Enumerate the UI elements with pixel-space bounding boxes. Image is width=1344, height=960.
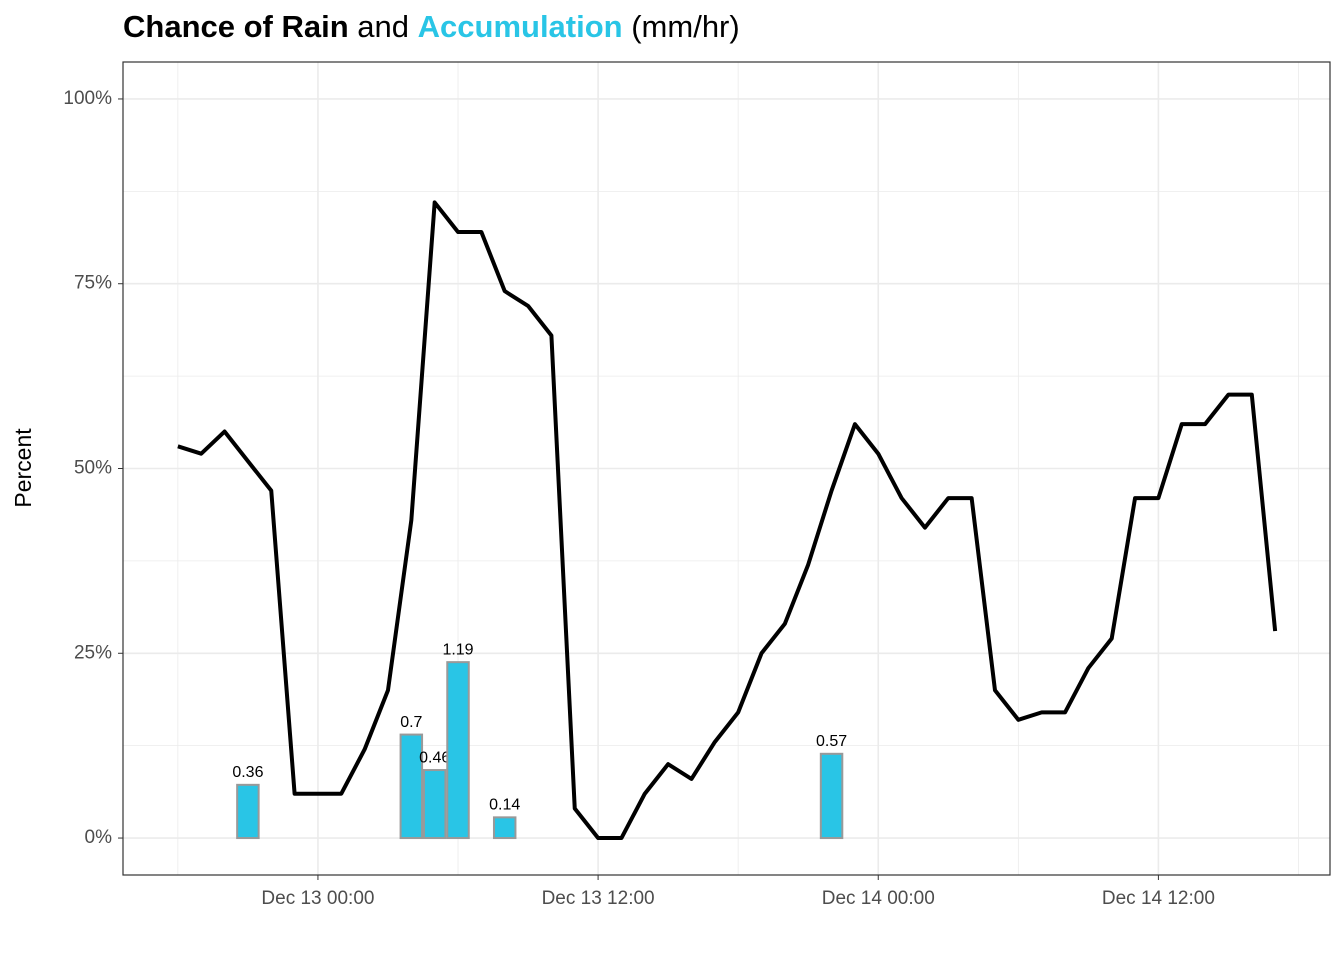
title-part: Accumulation — [418, 9, 623, 44]
title-part: (mm/hr) — [631, 9, 739, 44]
bar — [492, 816, 517, 840]
data-label: 1.19 — [442, 641, 473, 658]
x-tick-label: Dec 14 00:00 — [822, 888, 935, 909]
bar — [819, 752, 844, 840]
data-label: 0.36 — [232, 764, 263, 781]
data-label: 0.14 — [489, 797, 520, 814]
y-tick-label: 100% — [63, 88, 112, 109]
bar — [446, 661, 470, 840]
y-axis-label: Percent — [10, 428, 36, 508]
x-tick-label: Dec 13 12:00 — [542, 888, 655, 909]
y-tick-label: 0% — [85, 827, 113, 848]
y-tick-label: 50% — [74, 458, 112, 479]
plot-border — [122, 61, 1331, 876]
line — [177, 200, 1278, 841]
title-part: Chance of Rain — [123, 9, 349, 44]
data-label: 0.7 — [400, 714, 422, 731]
bar — [236, 783, 260, 840]
x-tick-label: Dec 13 00:00 — [261, 888, 374, 909]
chart-title: Chance of Rain and Accumulation (mm/hr) — [123, 9, 740, 44]
x-tick-label: Dec 14 12:00 — [1102, 888, 1215, 909]
data-label: 0.46 — [419, 749, 450, 766]
y-tick-label: 25% — [74, 642, 112, 663]
bar — [422, 769, 447, 840]
title-part: and — [357, 9, 409, 44]
y-tick-label: 75% — [74, 273, 112, 294]
data-label: 0.57 — [816, 733, 847, 750]
bar — [399, 733, 424, 840]
